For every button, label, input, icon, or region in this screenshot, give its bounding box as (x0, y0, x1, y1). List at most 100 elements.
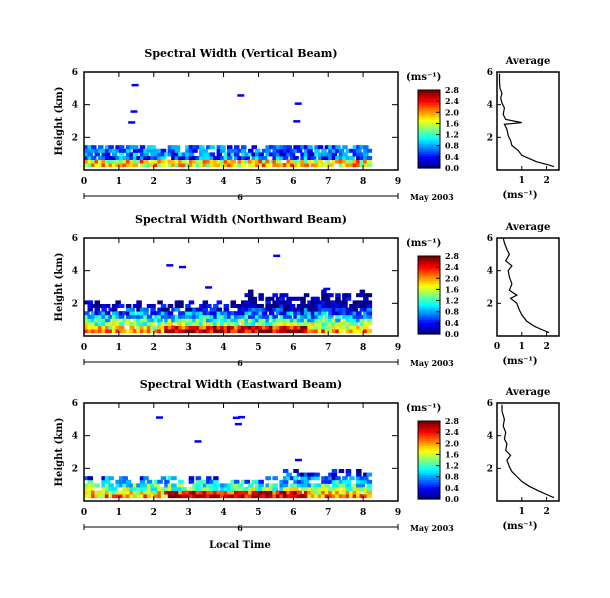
x-tick-label: 7 (325, 343, 331, 353)
heatmap-cell (349, 163, 355, 168)
heatmap-cell (108, 322, 114, 326)
heatmap-cell (195, 318, 202, 323)
heatmap-cell (220, 325, 226, 330)
heatmap-cell (160, 163, 167, 168)
heatmap-cell (87, 325, 93, 330)
heatmap-cell (328, 145, 334, 150)
heatmap-cell (366, 314, 373, 319)
heatmap-cell (199, 325, 205, 330)
heatmap-cell (157, 300, 163, 305)
heatmap-cell (192, 487, 198, 491)
heatmap-cell (195, 145, 202, 150)
heatmap-cell (192, 307, 198, 312)
heatmap-cell (118, 322, 125, 326)
heatmap-cell (209, 159, 216, 164)
heatmap-cell (87, 314, 93, 319)
heatmap-cell (104, 494, 111, 499)
colorbar-swatch (418, 428, 440, 432)
heatmap-cell (199, 307, 205, 312)
heatmap-cell (268, 296, 275, 301)
heatmap-cell (209, 487, 216, 491)
heatmap-cell (216, 494, 223, 499)
heatmap-cell (261, 163, 268, 168)
heatmap-cell (258, 293, 264, 298)
heatmap-cell (244, 494, 250, 499)
heatmap-cell (321, 479, 327, 484)
heatmap-cell (146, 322, 153, 326)
heatmap-cell (282, 325, 289, 330)
heatmap-cell (335, 307, 341, 312)
heatmap-cell (143, 476, 149, 481)
heatmap-cell (216, 145, 223, 150)
heatmap-cell (289, 311, 296, 316)
heatmap-cell (356, 318, 362, 323)
colorbar-swatch (418, 447, 440, 451)
heatmap-cell (279, 329, 285, 334)
heatmap-cell (101, 325, 107, 330)
heatmap-cell (164, 307, 170, 312)
colorbar-swatch (418, 121, 440, 125)
heatmap-cell (91, 314, 97, 319)
heatmap-cell (164, 159, 170, 164)
heatmap-cell (296, 483, 303, 488)
heatmap-cell (317, 300, 324, 305)
heatmap-cell (139, 145, 146, 150)
heatmap-cell (234, 494, 240, 499)
heatmap-cell (209, 329, 216, 334)
heatmap-cell (342, 145, 348, 150)
heatmap-cell (268, 322, 275, 326)
heatmap-cell (160, 322, 167, 326)
heatmap-cell (139, 325, 146, 330)
colorbar-swatch (418, 331, 440, 335)
x-tick-label: 8 (360, 177, 366, 187)
heatmap-cell (307, 152, 313, 157)
heatmap-cell (213, 476, 219, 481)
heatmap-cell (125, 329, 132, 334)
heatmap-cell (118, 145, 125, 150)
x-tick-label: 6 (290, 177, 296, 187)
heatmap-cell (111, 314, 118, 319)
heatmap-cell (275, 311, 282, 316)
heatmap-cell (94, 318, 100, 323)
heatmap-cell (188, 329, 195, 334)
heatmap-cell (237, 304, 243, 308)
colorbar-frame (417, 89, 441, 169)
heatmap-cell (275, 494, 282, 499)
heatmap-cell (268, 494, 275, 499)
colorbar-swatch (418, 136, 440, 140)
heatmap-cell (335, 148, 341, 153)
heatmap-cell (104, 311, 111, 316)
profile-y-tick-label: 2 (487, 464, 493, 474)
heatmap-cell (202, 156, 209, 160)
heatmap-cell (331, 476, 338, 481)
heatmap-cell (303, 145, 310, 150)
heatmap-cell (91, 318, 97, 323)
heatmap-cell (248, 322, 254, 326)
heatmap-cell (125, 148, 132, 153)
heatmap-cell (289, 476, 296, 481)
heatmap-cell (293, 479, 299, 484)
heatmap-cell (282, 479, 289, 484)
heatmap-cell (366, 490, 373, 495)
heatmap-cell (206, 145, 212, 150)
heatmap-cell (282, 318, 289, 323)
heatmap-cell (296, 296, 303, 301)
heatmap-cell (335, 322, 341, 326)
colorbar-tick-label: 2.0 (445, 107, 459, 117)
colorbar-tick-label: 0.4 (445, 483, 459, 493)
heatmap-cell (84, 314, 90, 319)
x-tick-label: 5 (255, 508, 261, 518)
heatmap-cell (188, 325, 195, 330)
heatmap-cell (131, 83, 139, 87)
heatmap-cell (157, 318, 163, 323)
x-tick-label: 8 (360, 343, 366, 353)
heatmap-cell (241, 163, 247, 168)
heatmap-cell (199, 156, 205, 160)
heatmap-cell (363, 494, 369, 499)
heatmap-cell (111, 307, 118, 312)
heatmap-cell (146, 318, 153, 323)
heatmap-cell (227, 159, 233, 164)
colorbar-unit: (ms⁻¹) (406, 238, 441, 249)
heatmap-cell (94, 329, 100, 334)
colorbar-swatch (418, 155, 440, 159)
